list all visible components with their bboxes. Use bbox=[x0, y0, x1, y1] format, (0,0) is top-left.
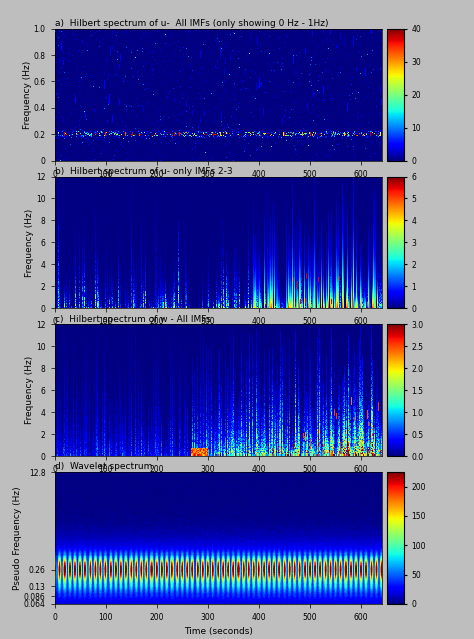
Y-axis label: Pseudo Frequency (Hz): Pseudo Frequency (Hz) bbox=[13, 486, 22, 590]
Text: d)  Wavelet spectrum: d) Wavelet spectrum bbox=[55, 462, 152, 472]
Text: c)  Hilbert spectrum of w - All IMFs: c) Hilbert spectrum of w - All IMFs bbox=[55, 314, 210, 323]
X-axis label: Time (seconds): Time (seconds) bbox=[183, 480, 253, 489]
X-axis label: Time (seconds): Time (seconds) bbox=[183, 332, 253, 341]
Y-axis label: Frequency (Hz): Frequency (Hz) bbox=[23, 61, 32, 129]
Y-axis label: Frequency (Hz): Frequency (Hz) bbox=[26, 356, 35, 424]
Y-axis label: Frequency (Hz): Frequency (Hz) bbox=[26, 208, 35, 277]
X-axis label: Time (seconds): Time (seconds) bbox=[183, 184, 253, 193]
X-axis label: Time (seconds): Time (seconds) bbox=[183, 627, 253, 636]
Text: b)  Hilbert spectrum of u- only IMFs 2-3: b) Hilbert spectrum of u- only IMFs 2-3 bbox=[55, 167, 232, 176]
Text: a)  Hilbert spectrum of u-  All IMFs (only showing 0 Hz - 1Hz): a) Hilbert spectrum of u- All IMFs (only… bbox=[55, 19, 328, 28]
